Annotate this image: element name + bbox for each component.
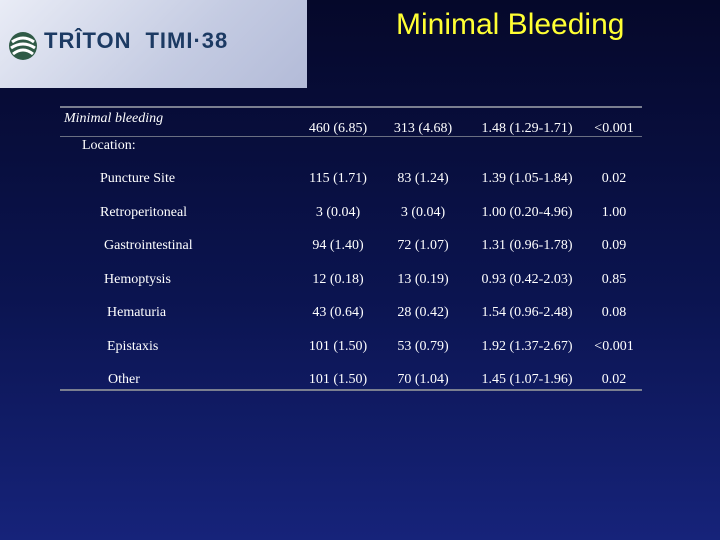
logo-text-timi: TIMI·38 — [145, 28, 229, 53]
table-row: Epistaxis 101 (1.50) 53 (0.79) 1.92 (1.3… — [0, 339, 720, 359]
table-cell: 28 (0.42) — [397, 305, 449, 320]
table-cell: 12 (0.18) — [312, 272, 364, 287]
table-cell: 1.45 (1.07-1.96) — [481, 372, 573, 387]
table-cell: 94 (1.40) — [312, 238, 364, 253]
table-bottom-rule — [60, 389, 642, 391]
table-cell: 13 (0.19) — [397, 272, 449, 287]
summary-cell: 460 (6.85) — [308, 121, 368, 136]
table-cell: 3 (0.04) — [400, 205, 446, 220]
globe-icon — [9, 32, 37, 60]
slide-title: Minimal Bleeding — [396, 8, 625, 41]
table-cell: 0.85 — [601, 272, 627, 287]
table-cell: 1.92 (1.37-2.67) — [481, 339, 573, 354]
location-label: Location: — [82, 138, 136, 153]
table-cell: 1.31 (0.96-1.78) — [481, 238, 573, 253]
table-cell: 1.00 — [601, 205, 627, 220]
table-cell: <0.001 — [594, 339, 634, 354]
table-cell: 43 (0.64) — [312, 305, 364, 320]
table-cell: 83 (1.24) — [397, 171, 449, 186]
table-cell: 0.02 — [601, 171, 627, 186]
table-row: Hemoptysis 12 (0.18) 13 (0.19) 0.93 (0.4… — [0, 272, 720, 292]
table-cell: 115 (1.71) — [309, 171, 367, 186]
row-label: Retroperitoneal — [100, 205, 188, 220]
table-row: Retroperitoneal 3 (0.04) 3 (0.04) 1.00 (… — [0, 205, 720, 225]
summary-cell: 1.48 (1.29-1.71) — [481, 121, 573, 136]
table-cell: 1.00 (0.20-4.96) — [481, 205, 573, 220]
triton-timi-logo: TRÎTON TIMI·38 — [0, 0, 307, 88]
table-cell: 53 (0.79) — [397, 339, 449, 354]
summary-row: 460 (6.85) 313 (4.68) 1.48 (1.29-1.71) <… — [0, 121, 720, 141]
table-cell: 0.09 — [601, 238, 627, 253]
table-cell: 3 (0.04) — [315, 205, 361, 220]
table-row: Gastrointestinal 94 (1.40) 72 (1.07) 1.3… — [0, 238, 720, 258]
table-header-rule — [60, 136, 642, 137]
table-cell: 101 (1.50) — [308, 339, 368, 354]
table-cell: 0.93 (0.42-2.03) — [481, 272, 573, 287]
logo-text-triton: TRÎTON — [44, 28, 132, 53]
table-cell: 0.08 — [601, 305, 627, 320]
table-cell: 0.02 — [601, 372, 627, 387]
minimal-bleeding-label: Minimal bleeding — [64, 111, 164, 126]
summary-cell: <0.001 — [594, 121, 634, 136]
row-label: Puncture Site — [100, 171, 176, 186]
row-label: Hematuria — [107, 305, 167, 320]
table-row: Hematuria 43 (0.64) 28 (0.42) 1.54 (0.96… — [0, 305, 720, 325]
table-cell: 72 (1.07) — [397, 238, 449, 253]
table-cell: 1.54 (0.96-2.48) — [481, 305, 573, 320]
summary-cell: 313 (4.68) — [393, 121, 453, 136]
table-row: Other 101 (1.50) 70 (1.04) 1.45 (1.07-1.… — [0, 372, 720, 392]
table-cell: 101 (1.50) — [308, 372, 368, 387]
row-label: Gastrointestinal — [104, 238, 193, 253]
table-row: Puncture Site 115 (1.71) 83 (1.24) 1.39 … — [0, 171, 720, 191]
row-label: Other — [108, 372, 140, 387]
logo-text: TRÎTON TIMI·38 — [44, 28, 228, 54]
row-label: Hemoptysis — [104, 272, 171, 287]
table-top-rule — [60, 106, 642, 108]
table-cell: 1.39 (1.05-1.84) — [481, 171, 573, 186]
row-label: Epistaxis — [107, 339, 159, 354]
table-cell: 70 (1.04) — [397, 372, 449, 387]
